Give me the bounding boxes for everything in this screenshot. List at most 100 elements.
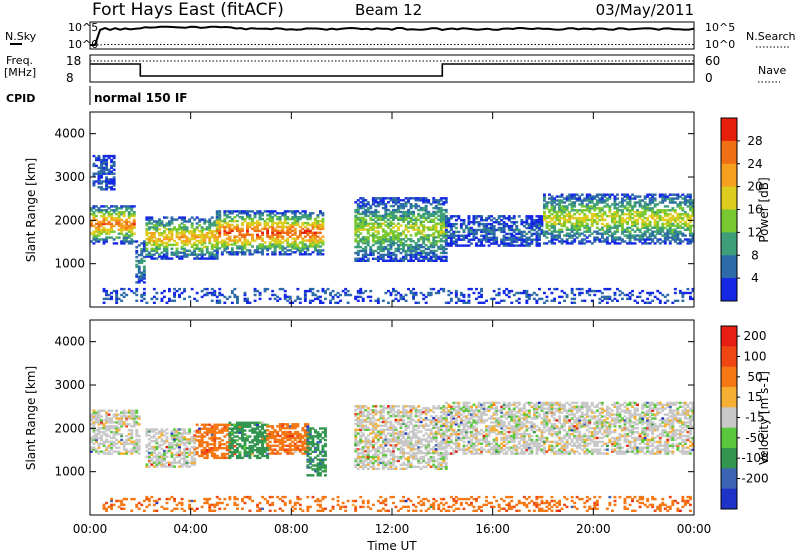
echo-cell [110, 441, 113, 443]
echo-cell [417, 197, 420, 199]
echo-cell [681, 300, 684, 302]
echo-cell [498, 288, 501, 290]
echo-cell [128, 423, 131, 425]
echo-cell [420, 207, 423, 209]
echo-cell [120, 294, 123, 296]
echo-cell [359, 258, 362, 260]
echo-cell [548, 221, 551, 223]
echo-cell [543, 203, 546, 205]
echo-cell [520, 231, 523, 233]
echo-cell [611, 194, 614, 196]
echo-cell [603, 231, 606, 233]
echo-cell [113, 238, 116, 240]
echo-cell [515, 221, 518, 223]
echo-cell [148, 438, 151, 440]
echo-cell [603, 211, 606, 213]
echo-cell [455, 302, 458, 304]
echo-cell [425, 197, 428, 199]
echo-cell [178, 428, 181, 430]
echo-cell [576, 236, 579, 238]
echo-cell [93, 435, 96, 437]
echo-cell [608, 234, 611, 236]
echo-cell [573, 238, 576, 240]
echo-cell [276, 300, 279, 302]
echo-cell [437, 256, 440, 258]
echo-cell [571, 201, 574, 203]
echo-cell [155, 292, 158, 294]
echo-cell [163, 246, 166, 248]
echo-cell [528, 231, 531, 233]
echo-cell [588, 234, 591, 236]
echo-cell [206, 226, 209, 228]
echo-cell [301, 232, 304, 234]
echo-cell [367, 258, 370, 260]
echo-cell [420, 221, 423, 223]
echo-cell [254, 422, 257, 424]
echo-cell [541, 229, 544, 231]
echo-cell [480, 229, 483, 231]
echo-cell [186, 446, 189, 448]
echo-cell [191, 216, 194, 218]
echo-cell [198, 439, 201, 441]
echo-cell [276, 296, 279, 298]
echo-cell [573, 302, 576, 304]
echo-cell [397, 223, 400, 225]
echo-cell [364, 219, 367, 221]
echo-cell [203, 257, 206, 259]
echo-cell [417, 238, 420, 240]
echo-cell [173, 448, 176, 450]
echo-cell [319, 249, 322, 251]
echo-cell [666, 205, 669, 207]
echo-cell [251, 445, 254, 447]
echo-cell [379, 197, 382, 199]
echo-cell [176, 290, 179, 292]
echo-cell [546, 236, 549, 238]
echo-cell [206, 246, 209, 248]
echo-cell [558, 296, 561, 298]
echo-cell [392, 230, 395, 232]
echo-cell [395, 242, 398, 244]
echo-cell [286, 237, 289, 239]
echo-cell [208, 218, 211, 220]
echo-cell [191, 288, 194, 290]
echo-cell [583, 234, 586, 236]
echo-cell [392, 209, 395, 211]
echo-cell [264, 241, 267, 243]
echo-cell [510, 233, 513, 235]
echo-cell [100, 443, 103, 445]
echo-cell [390, 205, 393, 207]
echo-cell [483, 223, 486, 225]
echo-cell [244, 292, 247, 294]
echo-cell [181, 240, 184, 242]
echo-cell [410, 244, 413, 246]
echo-cell [314, 232, 317, 234]
echo-cell [362, 248, 365, 250]
echo-cell [113, 413, 116, 415]
echo-cell [556, 199, 559, 201]
echo-cell [223, 424, 226, 426]
echo-cell [634, 231, 637, 233]
echo-cell [153, 428, 156, 430]
echo-cell [387, 197, 390, 199]
echo-cell [578, 240, 581, 242]
echo-cell [475, 237, 478, 239]
echo-cell [135, 288, 138, 290]
echo-cell [639, 211, 642, 213]
echo-cell [181, 252, 184, 254]
echo-cell [256, 245, 259, 247]
echo-cell [561, 205, 564, 207]
echo-cell [445, 239, 448, 241]
echo-cell [236, 422, 239, 424]
echo-cell [568, 211, 571, 213]
echo-cell [231, 247, 234, 249]
echo-cell [317, 296, 320, 298]
echo-cell [518, 215, 521, 217]
echo-cell [218, 457, 221, 459]
echo-cell [256, 455, 259, 457]
echo-cell [372, 244, 375, 246]
echo-cell [561, 223, 564, 225]
echo-cell [525, 227, 528, 229]
echo-cell [226, 210, 229, 212]
echo-cell [679, 231, 682, 233]
